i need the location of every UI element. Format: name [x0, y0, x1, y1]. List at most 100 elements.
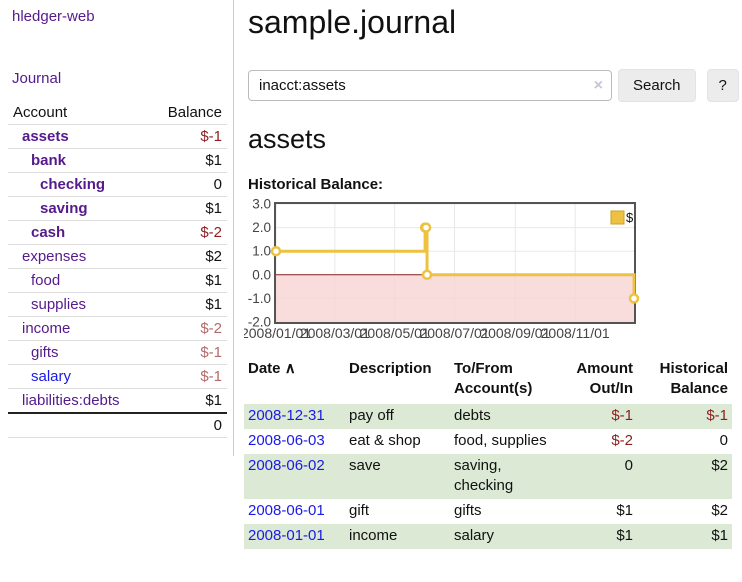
page-title: sample.journal [248, 4, 457, 40]
data-point[interactable] [420, 222, 432, 234]
x-axis-tick-label: 2008/09/01 [480, 325, 550, 341]
account-link-liabilities-debts[interactable]: liabilities:debts [22, 392, 120, 409]
transaction-date-cell: 2008-06-01 [244, 499, 345, 524]
chart-title: Historical Balance: [248, 176, 384, 194]
transaction-row: 2008-06-02 save saving, checking 0 $2 [244, 454, 732, 500]
account-name-cell: expenses [8, 244, 150, 269]
account-link-income[interactable]: income [22, 320, 71, 337]
total-row: 0 [8, 412, 227, 438]
transaction-balance: $2 [637, 454, 732, 500]
account-row: salary $-1 [8, 364, 227, 389]
transaction-accounts: food, supplies [454, 432, 547, 450]
accounts-table: Account Balance assets $-1 bank $1 checking 0… [8, 101, 227, 438]
transaction-description: eat & shop [349, 432, 421, 450]
transaction-accounts: saving, checking [450, 454, 565, 500]
transaction-balance: 0 [719, 432, 728, 450]
transaction-date-link[interactable]: 2008-06-03 [248, 432, 325, 450]
transaction-row: 2008-12-31 pay off debts $-1 $-1 [244, 404, 732, 430]
account-heading: assets [248, 124, 327, 155]
main-content: sample.journal × Search ? assets Histori… [244, 0, 742, 550]
transaction-description: pay off [345, 404, 450, 430]
account-link-food[interactable]: food [31, 272, 61, 289]
plot-border [274, 202, 636, 325]
account-link-expenses[interactable]: expenses [22, 248, 87, 265]
y-axis-tick-label: -1.0 [248, 291, 271, 306]
journal-nav-link[interactable]: Journal [12, 70, 62, 87]
date-column-header[interactable]: Date ∧ [248, 360, 296, 378]
transaction-amount: $-1 [565, 404, 637, 430]
account-balance: $1 [149, 292, 227, 317]
transaction-date-link[interactable]: 2008-12-31 [248, 407, 325, 425]
transaction-amount: $-2 [611, 432, 633, 450]
account-balance: $-2 [149, 316, 227, 341]
transaction-date-link[interactable]: 2008-01-01 [248, 527, 325, 545]
accounts-table-header: Account Balance [8, 101, 227, 125]
transaction-accounts: salary [450, 524, 565, 550]
account-balance: $2 [149, 244, 227, 269]
account-link-assets[interactable]: assets [22, 128, 69, 145]
account-balance: $1 [149, 196, 227, 221]
transaction-description: income [345, 524, 450, 550]
account-row: supplies $1 [8, 292, 227, 317]
transaction-row: 2008-01-01 income salary $1 $1 [244, 524, 732, 550]
account-link-saving[interactable]: saving [40, 200, 88, 217]
balance-column-header: Balance [149, 101, 227, 125]
transaction-date-link[interactable]: 2008-06-02 [248, 457, 325, 475]
balance-column-header: Historical Balance [659, 360, 728, 398]
register-table: Date ∧ Description To/From Account(s) Am… [244, 357, 732, 550]
account-row: liabilities:debts $1 [8, 388, 227, 414]
account-link-cash[interactable]: cash [31, 224, 66, 241]
accounts-column-header: To/From Account(s) [454, 360, 533, 398]
transaction-date-link[interactable]: 2008-06-01 [248, 502, 325, 520]
x-axis-tick-label: 2008/03/01 [300, 325, 370, 341]
legend-swatch [610, 210, 625, 225]
sort-ascending-icon[interactable]: ∧ [284, 360, 296, 378]
transaction-date-cell: 2008-06-03 [244, 429, 345, 454]
account-column-header: Account [8, 101, 150, 125]
y-axis-tick-label: 2.0 [252, 221, 271, 236]
sidebar: hledger-web Journal Account Balance asse… [0, 0, 233, 438]
x-axis-tick-label: 2008/01/01 [244, 325, 311, 341]
transaction-balance: $1 [637, 524, 732, 550]
transaction-accounts: debts [450, 404, 565, 430]
data-point[interactable] [421, 269, 433, 281]
sidebar-divider [233, 0, 234, 456]
transaction-amount: 0 [565, 454, 637, 500]
help-button[interactable]: ? [706, 69, 739, 103]
data-point[interactable] [270, 246, 282, 257]
clear-search-icon[interactable]: × [593, 77, 603, 95]
account-link-salary[interactable]: salary [31, 368, 72, 385]
x-axis-tick-label: 2008/11/01 [541, 325, 610, 341]
search-button[interactable]: Search [618, 69, 696, 103]
amount-column-header: Amount Out/In [576, 360, 633, 398]
account-balance: $1 [149, 268, 227, 293]
negative-region [276, 275, 634, 323]
account-balance: 0 [149, 172, 227, 197]
app-brand[interactable]: hledger-web [12, 8, 95, 25]
search-input[interactable] [248, 70, 612, 102]
account-name-cell: gifts [8, 340, 150, 365]
account-balance: $-1 [149, 124, 227, 149]
account-link-gifts[interactable]: gifts [31, 344, 59, 361]
data-point[interactable] [628, 293, 640, 305]
transaction-balance: $-1 [637, 404, 732, 430]
account-balance: $1 [149, 388, 227, 414]
transaction-amount: $1 [565, 524, 637, 550]
account-link-checking[interactable]: checking [40, 176, 106, 193]
y-axis-tick-label: 3.0 [252, 199, 271, 212]
balance-chart[interactable]: $3.0 2.0 1.0 0.0 -1.0 -2.02008/01/012008/03/0… [244, 199, 642, 343]
account-row: expenses $2 [8, 244, 227, 269]
y-axis-tick-label: -2.0 [248, 315, 271, 330]
account-link-bank[interactable]: bank [31, 152, 67, 169]
account-link-supplies[interactable]: supplies [31, 296, 87, 313]
search-form: × Search ? [248, 69, 742, 103]
search-input-wrap: × [248, 70, 612, 102]
account-row: checking 0 [8, 172, 227, 197]
transaction-description: save [345, 454, 450, 500]
x-axis-tick-label: 2008/05/01 [360, 325, 430, 341]
account-balance: $-1 [149, 364, 227, 389]
register-table-header: Date ∧ Description To/From Account(s) Am… [244, 357, 732, 404]
account-name-cell: supplies [8, 292, 150, 317]
account-name-cell: cash [8, 220, 150, 245]
account-name-cell: liabilities:debts [8, 388, 150, 414]
